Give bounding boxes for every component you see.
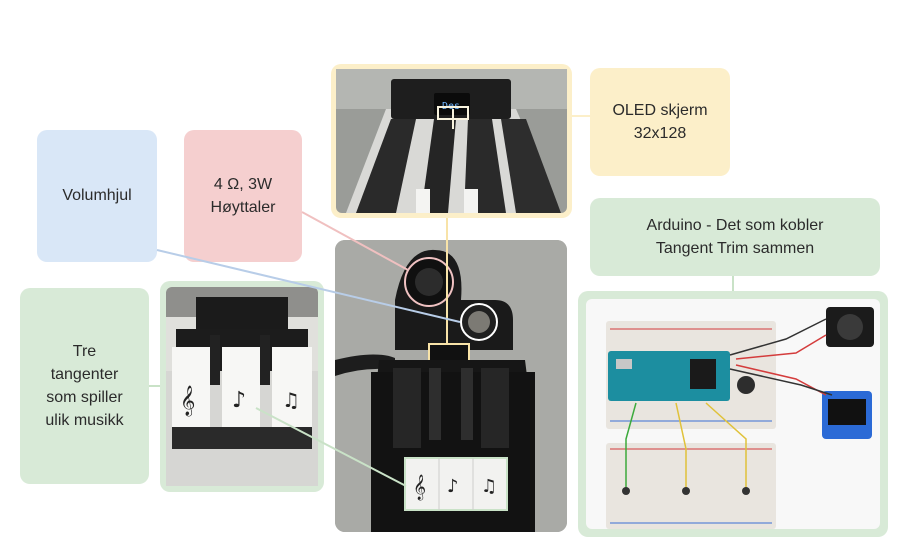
arduino-wiring-diagram <box>578 291 888 537</box>
treble-clef-icon-large: 𝄞 <box>180 385 195 417</box>
oled-closeup-illustration: Des <box>336 69 567 213</box>
device-photo: 𝄞 ♪ ♫ <box>335 240 567 532</box>
arduino-label-line1: Arduino - Det som kobler <box>646 216 824 234</box>
keys-label: Tre tangenter som spiller ulik musikk <box>20 288 149 484</box>
breadboard-bottom <box>606 443 776 529</box>
oled-closeup-photo: Des <box>331 64 572 218</box>
arduino-label-line2: Tangent Trim sammen <box>655 240 815 257</box>
oled-label-line2: 32x128 <box>633 125 687 142</box>
volume-label-text: Volumhjul <box>62 187 132 205</box>
capacitor-icon <box>737 376 755 394</box>
button-1-icon <box>622 487 630 495</box>
speaker-label-line1: 4 Ω, 3W <box>213 175 273 193</box>
notes-icon-large: ♫ <box>282 388 300 412</box>
keys-label-line4: ulik musikk <box>45 412 124 430</box>
device-illustration: 𝄞 ♪ ♫ <box>335 240 567 532</box>
oled-label-line1: OLED skjerm <box>612 101 708 119</box>
wiring-illustration <box>586 299 880 529</box>
speaker-label-line2: Høyttaler <box>210 199 276 216</box>
speaker-label: 4 Ω, 3W Høyttaler <box>184 130 302 262</box>
notes-icon: ♫ <box>481 476 497 497</box>
saxophone-icon: ♪ <box>447 476 459 497</box>
saxophone-icon-large: ♪ <box>232 388 246 413</box>
oled-label: OLED skjerm 32x128 <box>590 68 730 176</box>
keys-photo: 𝄞 ♪ ♫ <box>160 281 324 492</box>
keys-label-line1: Tre <box>72 342 97 360</box>
keys-label-line2: tangenter <box>50 365 119 383</box>
volume-label: Volumhjul <box>37 130 157 262</box>
keys-illustration: 𝄞 ♪ ♫ <box>166 287 318 486</box>
button-3-icon <box>742 487 750 495</box>
keys-label-line3: som spiller <box>46 389 123 406</box>
treble-clef-icon: 𝄞 <box>413 474 426 500</box>
button-2-icon <box>682 487 690 495</box>
arduino-label: Arduino - Det som kobler Tangent Trim sa… <box>590 198 880 276</box>
